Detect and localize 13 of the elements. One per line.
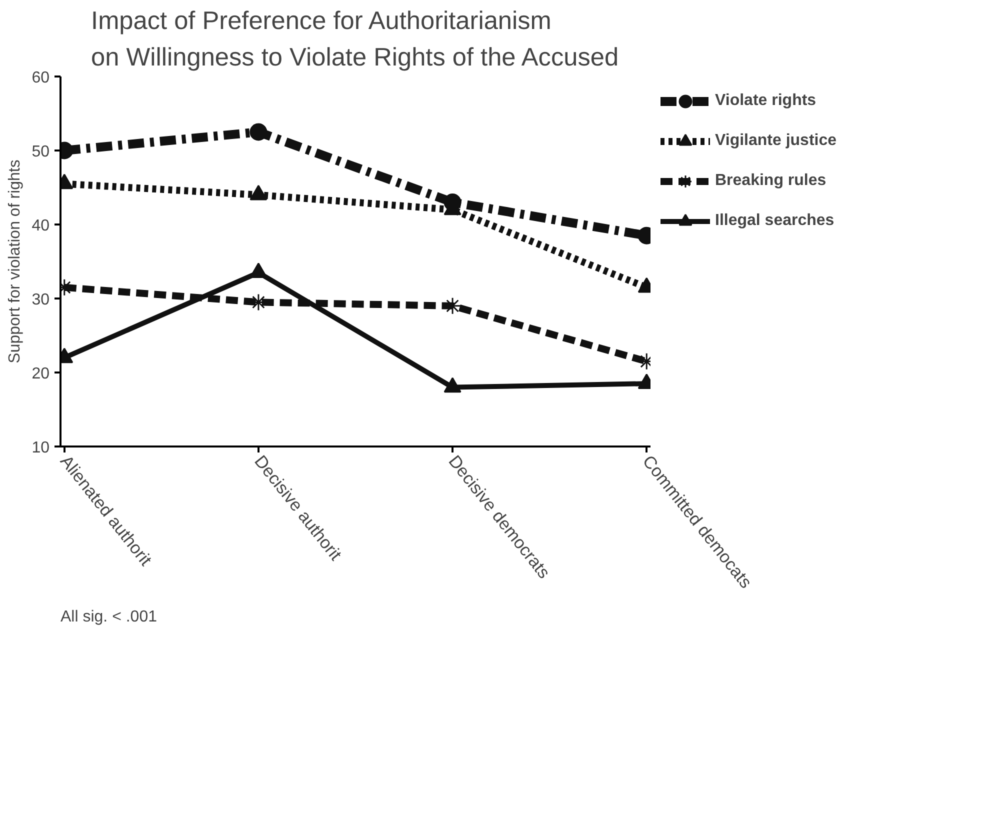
y-tick-label: 50 — [32, 144, 50, 160]
y-tick-label: 10 — [32, 440, 50, 456]
legend-label: Illegal searches — [715, 212, 834, 230]
y-tick-label: 60 — [32, 70, 50, 86]
y-tick-label: 30 — [32, 292, 50, 308]
chart-title: Impact of Preference for Authoritarianism on Willingness to Violate Rights of the Accused — [91, 7, 619, 72]
legend-label: Breaking rules — [715, 172, 826, 190]
y-axis-title: Support for violation of rights — [6, 160, 24, 364]
legend-label: Vigilante justice — [715, 132, 837, 150]
y-tick-label: 40 — [32, 218, 50, 234]
text: All sig. < .001 — [60, 608, 158, 626]
y-tick-label: 20 — [32, 366, 50, 382]
legend-label: Violate rights — [715, 92, 816, 110]
